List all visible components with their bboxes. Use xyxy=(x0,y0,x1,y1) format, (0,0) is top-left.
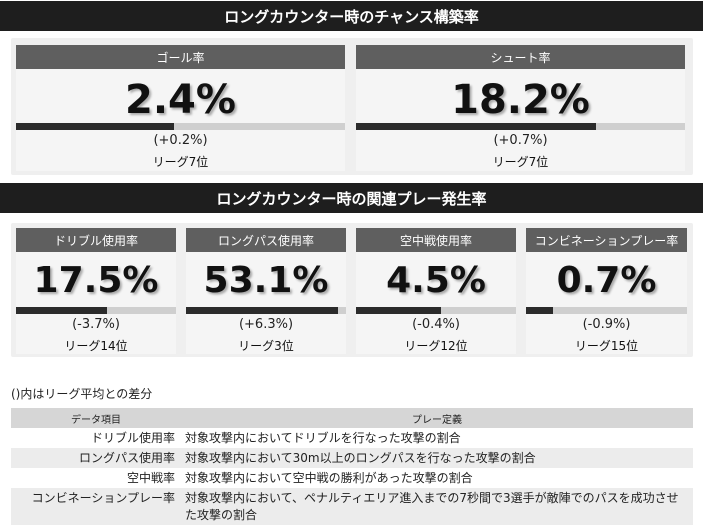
card-title: コンビネーションプレー率 xyxy=(526,228,687,252)
chance-panel: ゴール率 2.4% (+0.2%) リーグ7位 シュート率 18.2% (+0.… xyxy=(11,38,693,175)
card-diff: (+6.3%) xyxy=(238,317,294,332)
stat-card-goal-rate: ゴール率 2.4% (+0.2%) リーグ7位 xyxy=(16,45,345,171)
card-rank: リーグ15位 xyxy=(574,339,639,353)
table-cell-definition: 対象攻撃内においてドリブルを行なった攻撃の割合 xyxy=(185,431,461,445)
table-row: コンビネーションプレー率 対象攻撃内において、ペナルティエリア進入までの7秒間で… xyxy=(11,488,693,525)
card-value: 2.4% xyxy=(125,77,236,123)
table-cell-term: ドリブル使用率 xyxy=(90,431,175,445)
card-diff: (-0.4%) xyxy=(412,317,460,332)
card-rank: リーグ7位 xyxy=(492,155,549,169)
stat-card-aerial-rate: 空中戦使用率 4.5% (-0.4%) リーグ12位 xyxy=(356,228,516,354)
card-value: 18.2% xyxy=(451,77,590,123)
table-row: ロングパス使用率 対象攻撃内において30m以上のロングパスを行なった攻撃の割合 xyxy=(11,448,693,468)
card-rank: リーグ7位 xyxy=(152,155,209,169)
card-bar xyxy=(186,307,346,314)
table-cell-term: コンビネーションプレー率 xyxy=(11,488,181,525)
card-value: 53.1% xyxy=(203,260,329,301)
card-bar-fill xyxy=(16,307,108,314)
table-cell-definition: 対象攻撃内において30m以上のロングパスを行なった攻撃の割合 xyxy=(181,448,693,468)
card-bar xyxy=(526,307,687,314)
definition-table: データ項目 プレー定義 ドリブル使用率 対象攻撃内においてドリブルを行なった攻撃… xyxy=(11,408,693,525)
stat-card-shot-rate: シュート率 18.2% (+0.7%) リーグ7位 xyxy=(356,45,685,171)
section-header-chance: ロングカウンター時のチャンス構築率 xyxy=(0,1,703,31)
card-rank: リーグ14位 xyxy=(64,339,128,353)
card-rank: リーグ12位 xyxy=(404,339,468,353)
card-bar-fill xyxy=(186,307,338,314)
table-cell-definition: 対象攻撃内において空中戦の勝利があった攻撃の割合 xyxy=(185,471,473,485)
card-title: 空中戦使用率 xyxy=(356,228,516,252)
table-row: 空中戦率 対象攻撃内において空中戦の勝利があった攻撃の割合 xyxy=(11,468,693,488)
table-row: ドリブル使用率 対象攻撃内においてドリブルを行なった攻撃の割合 xyxy=(11,428,693,448)
card-bar-fill xyxy=(526,307,554,314)
card-diff: (+0.7%) xyxy=(493,133,548,148)
card-diff: (-3.7%) xyxy=(72,317,120,332)
table-header-row: データ項目 プレー定義 xyxy=(11,408,693,428)
section-title: ロングカウンター時の関連プレー発生率 xyxy=(216,189,487,208)
table-header-definition: プレー定義 xyxy=(181,408,693,428)
card-bar-fill xyxy=(356,307,441,314)
card-title: ゴール率 xyxy=(16,45,345,69)
table-cell-term: ロングパス使用率 xyxy=(11,448,181,468)
card-value: 17.5% xyxy=(33,260,159,301)
stat-card-combination-rate: コンビネーションプレー率 0.7% (-0.9%) リーグ15位 xyxy=(526,228,687,354)
card-bar xyxy=(16,123,345,130)
table-cell-definition: 対象攻撃内において、ペナルティエリア進入までの7秒間で3選手が敵陣でのパスを成功… xyxy=(181,488,693,525)
stat-card-dribble-rate: ドリブル使用率 17.5% (-3.7%) リーグ14位 xyxy=(16,228,176,354)
league-average-note: ()内はリーグ平均との差分 xyxy=(11,387,153,401)
related-play-panel: ドリブル使用率 17.5% (-3.7%) リーグ14位 ロングパス使用率 53… xyxy=(11,223,693,357)
card-rank: リーグ3位 xyxy=(238,339,294,353)
section-title: ロングカウンター時のチャンス構築率 xyxy=(224,7,479,26)
stat-card-long-pass-rate: ロングパス使用率 53.1% (+6.3%) リーグ3位 xyxy=(186,228,346,354)
card-title: シュート率 xyxy=(356,45,685,69)
table-header-term: データ項目 xyxy=(11,408,181,428)
card-bar xyxy=(16,307,176,314)
card-diff: (+0.2%) xyxy=(153,133,208,148)
section-header-related-play: ロングカウンター時の関連プレー発生率 xyxy=(0,183,703,213)
card-bar-fill xyxy=(356,123,597,130)
card-title: ドリブル使用率 xyxy=(16,228,176,252)
table-cell-term: 空中戦率 xyxy=(126,471,175,485)
card-value: 0.7% xyxy=(556,260,657,301)
card-title: ロングパス使用率 xyxy=(186,228,346,252)
card-bar xyxy=(356,123,685,130)
card-diff: (-0.9%) xyxy=(582,317,631,332)
card-bar xyxy=(356,307,516,314)
card-bar-fill xyxy=(16,123,174,130)
card-value: 4.5% xyxy=(386,260,486,301)
